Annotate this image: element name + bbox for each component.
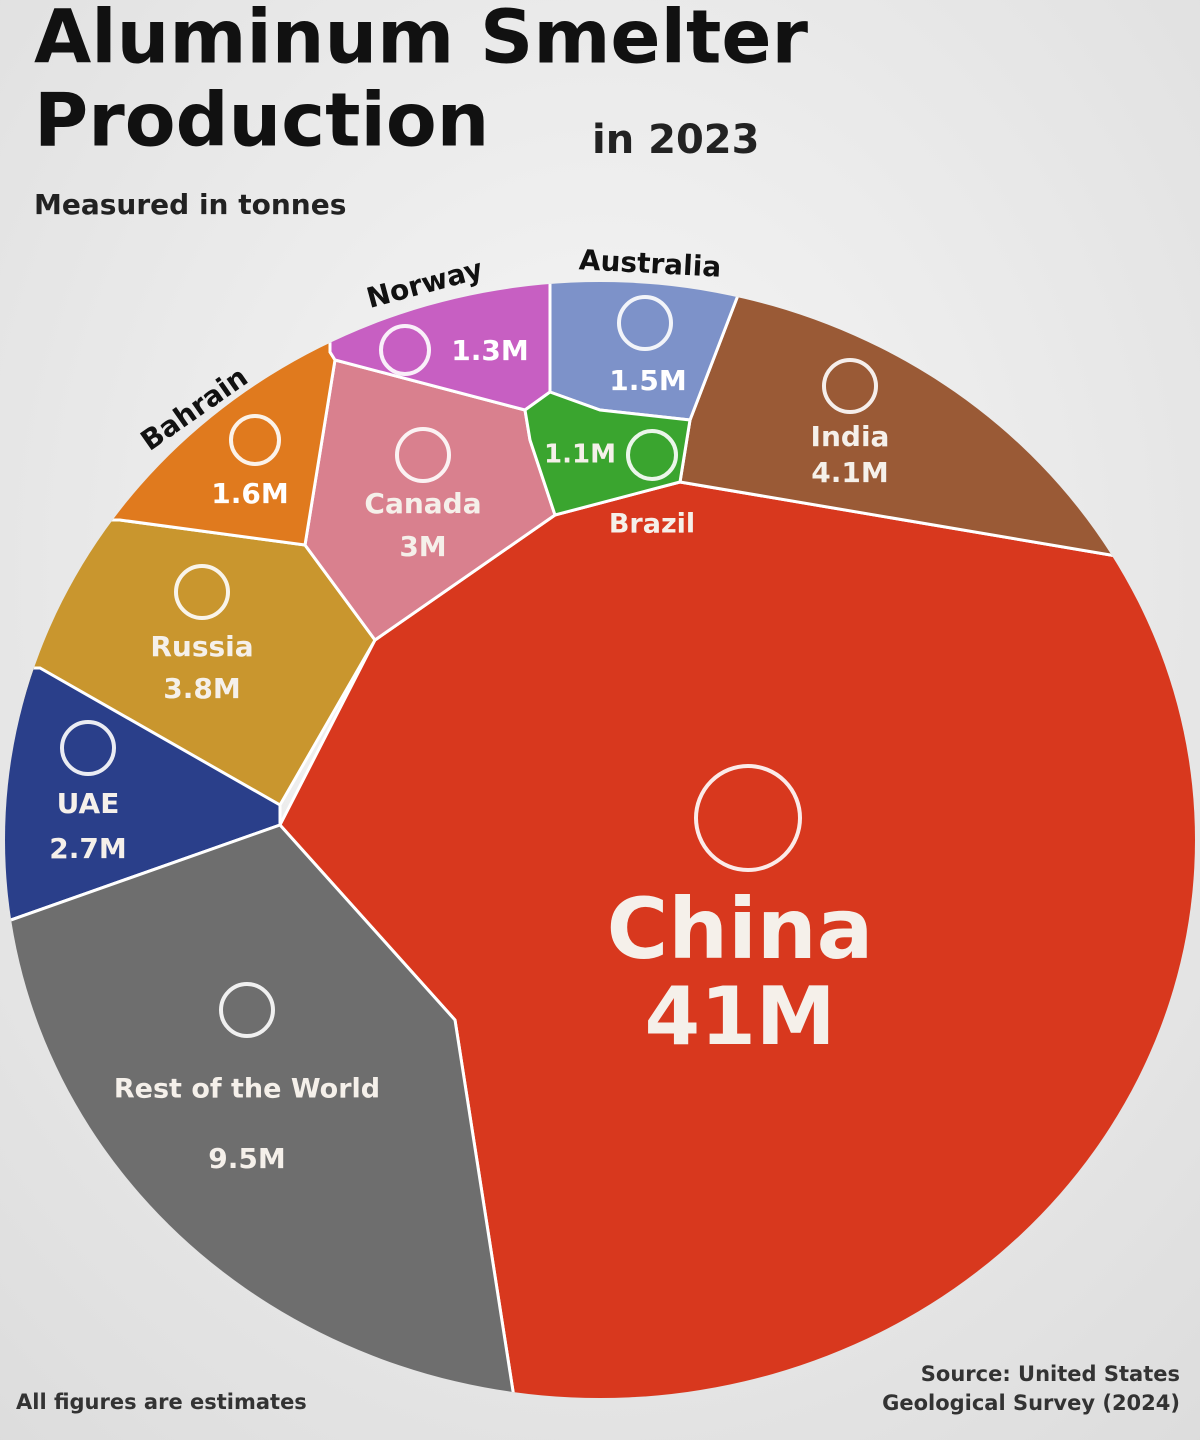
value-label: 1.1M — [544, 440, 616, 470]
category-label: Rest of the World — [114, 1074, 380, 1105]
source: Geological Survey (2024) — [882, 1391, 1180, 1415]
flag — [379, 324, 431, 376]
value-label: 1.5M — [609, 364, 686, 397]
flag — [617, 295, 673, 351]
chart-title: Production — [34, 78, 489, 164]
value-label: 2.7M — [49, 832, 126, 865]
title-suffix: in 2023 — [592, 117, 759, 163]
category-label: China — [607, 880, 874, 978]
value-label: 3M — [399, 530, 446, 563]
category-label: India — [811, 420, 890, 453]
flag — [694, 764, 802, 872]
category-label: Brazil — [609, 509, 695, 540]
value-label: 4.1M — [811, 456, 888, 489]
flag — [229, 414, 281, 466]
flag — [219, 982, 275, 1038]
note: All figures are estimates — [16, 1390, 307, 1414]
category-label: Canada — [364, 487, 481, 520]
value-label: 3.8M — [163, 672, 240, 705]
flag — [174, 564, 230, 620]
cell — [523, 390, 692, 517]
source: Source: United States — [921, 1362, 1180, 1386]
flag — [395, 427, 451, 483]
value-label: 41M — [645, 970, 836, 1063]
flag — [60, 720, 116, 776]
flag — [626, 429, 678, 481]
category-label: Russia — [150, 630, 253, 663]
category-label: UAE — [57, 787, 120, 820]
subtitle: Measured in tonnes — [34, 188, 346, 221]
category-label: Australia — [578, 243, 722, 283]
value-label: 9.5M — [208, 1142, 285, 1175]
flag — [822, 358, 878, 414]
value-label: 1.6M — [211, 477, 288, 510]
value-label: 1.3M — [451, 334, 528, 367]
chart-title: Aluminum Smelter — [34, 0, 809, 81]
